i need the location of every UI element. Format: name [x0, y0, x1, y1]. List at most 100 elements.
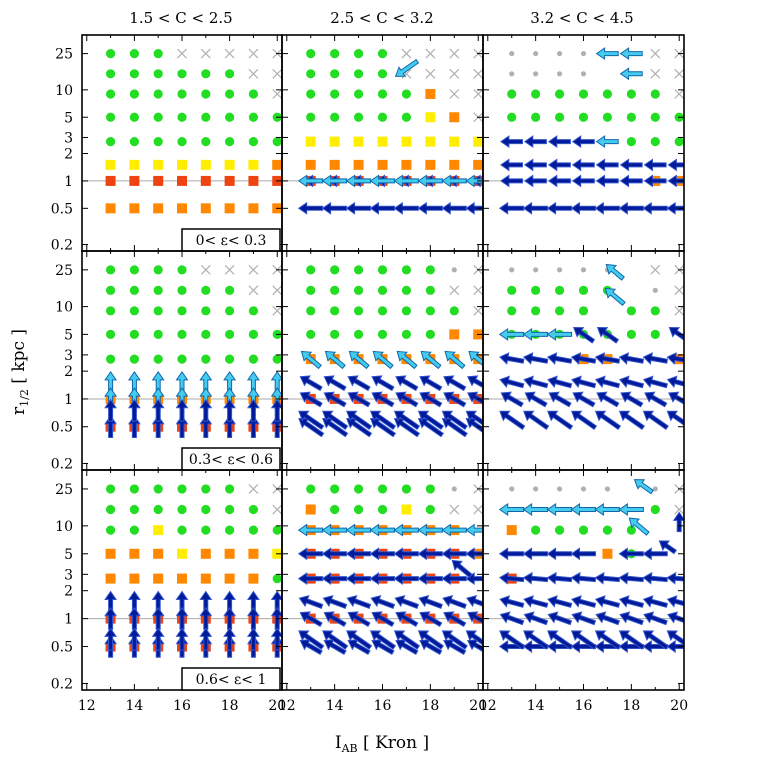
arrow-darkblue	[547, 630, 574, 650]
marker-green-circle	[225, 354, 235, 364]
marker-green-circle	[330, 306, 340, 316]
marker-green-circle	[353, 48, 364, 59]
marker-green-circle	[425, 504, 435, 515]
arrow-darkblue	[104, 627, 118, 651]
arrow-darkblue	[500, 135, 523, 149]
arrow-darkblue	[618, 547, 644, 561]
marker-green-circle	[330, 112, 340, 122]
arrow-darkblue	[498, 547, 525, 561]
arrow-darkblue	[499, 352, 525, 365]
arrow-darkblue	[297, 572, 324, 586]
marker-orange-square	[177, 573, 187, 584]
marker-orange-square	[506, 525, 517, 536]
marker-green-circle	[177, 504, 187, 515]
arrow-darkblue	[523, 611, 549, 626]
arrow-darkblue	[572, 391, 596, 408]
arrow-darkblue	[666, 375, 684, 389]
arrow-darkblue	[523, 375, 549, 389]
marker-green-circle	[377, 285, 388, 295]
arrow-cyan	[345, 174, 372, 188]
arrow-darkblue	[393, 572, 419, 586]
marker-green-circle	[105, 89, 116, 99]
marker-grey-dot	[451, 267, 457, 273]
arrow-darkblue	[451, 559, 473, 579]
x-tick-label: 14	[125, 698, 143, 714]
arrow-cyan	[417, 174, 443, 188]
marker-yellow-square	[177, 548, 187, 559]
x-tick-label: 20	[469, 698, 487, 714]
arrow-cyan	[396, 350, 418, 370]
marker-grey-dot	[509, 267, 515, 273]
marker-green-circle	[650, 89, 660, 99]
arrow-darkblue	[127, 415, 141, 438]
arrow-darkblue	[546, 352, 573, 365]
marker-green-circle	[330, 69, 340, 79]
marker-grey-dot	[580, 50, 587, 57]
arrow-cyan	[393, 174, 419, 188]
marker-green-circle	[531, 112, 541, 122]
marker-green-circle	[201, 89, 211, 99]
y-tick-label: 0.2	[51, 238, 73, 254]
marker-grey-cross	[272, 68, 282, 79]
marker-green-circle	[225, 504, 235, 515]
arrow-darkblue	[522, 547, 549, 561]
marker-grey-cross	[272, 305, 282, 316]
marker-green-circle	[129, 48, 139, 59]
arrow-darkblue	[371, 391, 395, 408]
marker-green-circle	[177, 306, 187, 316]
marker-orange-square	[602, 548, 613, 559]
arrow-darkblue	[151, 415, 165, 438]
arrow-darkblue	[322, 630, 349, 650]
marker-grey-cross	[674, 89, 684, 99]
marker-orange-square	[248, 203, 259, 214]
panel-r3-c3: 12 14 16 18 20	[479, 469, 688, 714]
x-tick-label: 18	[221, 698, 239, 714]
arrow-darkblue	[571, 158, 595, 172]
marker-yellow-square	[153, 159, 164, 170]
marker-green-circle	[177, 137, 187, 147]
marker-green-circle	[330, 89, 340, 99]
marker-green-circle	[578, 112, 589, 122]
marker-green-circle	[153, 48, 163, 59]
arrow-darkblue	[323, 611, 347, 627]
arrow-darkblue	[618, 201, 644, 215]
marker-orange-square	[425, 159, 436, 170]
marker-grey-cross	[650, 48, 661, 59]
arrow-darkblue	[467, 639, 483, 653]
marker-green-circle	[153, 484, 163, 494]
marker-green-circle	[225, 69, 235, 79]
arrow-darkblue	[672, 511, 684, 533]
marker-green-circle	[401, 306, 412, 316]
y-tick-label: 25	[55, 263, 73, 279]
x-tick-label: 14	[527, 698, 545, 714]
y-tick-label: 5	[64, 110, 73, 126]
arrow-darkblue	[498, 571, 525, 585]
arrow-darkblue	[151, 627, 165, 651]
arrow-darkblue	[395, 375, 419, 392]
marker-green-circle	[105, 48, 116, 59]
marker-green-circle	[353, 504, 364, 515]
marker-grey-cross	[449, 48, 460, 59]
marker-grey-cross	[272, 285, 282, 296]
arrow-darkblue	[619, 174, 643, 188]
arrow-darkblue	[369, 417, 397, 438]
arrow-cyan	[297, 523, 324, 537]
marker-grey-cross	[473, 89, 483, 99]
marker-grey-dot	[533, 486, 539, 492]
marker-green-circle	[129, 504, 139, 515]
arrow-darkblue	[499, 595, 525, 608]
arrow-cyan	[465, 523, 483, 537]
arrow-darkblue	[199, 606, 213, 630]
arrow-darkblue	[667, 158, 684, 172]
marker-orange-square	[449, 112, 460, 123]
marker-green-circle	[129, 484, 139, 494]
marker-green-circle	[177, 69, 187, 79]
marker-grey-cross	[473, 68, 483, 79]
arrow-darkblue	[371, 611, 395, 627]
marker-green-circle	[425, 265, 435, 275]
arrow-darkblue	[199, 415, 213, 438]
arrow-darkblue	[642, 630, 669, 650]
y-tick-label: 25	[55, 47, 73, 63]
marker-green-circle	[353, 265, 364, 275]
